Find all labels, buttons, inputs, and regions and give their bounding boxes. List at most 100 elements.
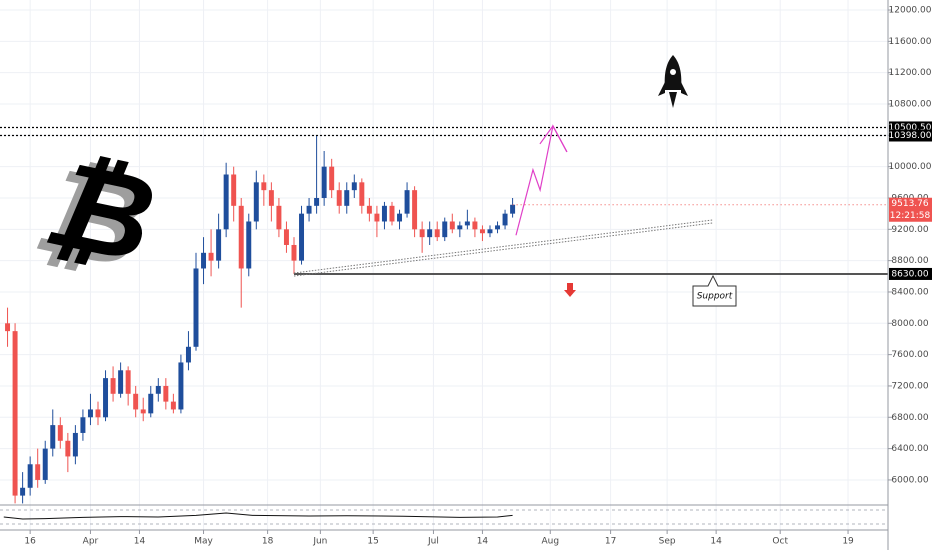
candle-body	[238, 205, 244, 269]
candle-body	[381, 205, 387, 222]
y-tick-label: 8800.00	[891, 256, 928, 266]
candle-body	[42, 448, 48, 480]
candle-body	[155, 385, 161, 394]
candle-body	[276, 205, 282, 230]
candle-body	[366, 205, 372, 214]
candle-body	[502, 213, 508, 226]
candle-body	[419, 229, 425, 238]
candle-body	[35, 464, 41, 480]
candle-body	[5, 323, 11, 332]
y-tick-label: 7200.00	[891, 381, 928, 391]
candle-body	[442, 221, 448, 238]
price-pane: ₿₿Support	[0, 124, 888, 504]
candle-body	[201, 252, 207, 269]
candle-body	[261, 182, 267, 191]
candle-body	[80, 417, 86, 433]
y-tick-label: 8400.00	[891, 287, 928, 297]
x-tick-label: 19	[842, 537, 854, 547]
candle-body	[306, 205, 312, 214]
x-tick-label: Apr	[83, 537, 99, 547]
y-tick-label: 6000.00	[891, 475, 928, 485]
x-tick-label: Sep	[659, 537, 676, 547]
x-tick-label: 17	[605, 537, 616, 547]
candle-body	[246, 221, 252, 269]
candle-body	[427, 229, 433, 238]
candle-body	[472, 221, 478, 230]
rsi-pane	[3, 512, 513, 520]
y-tick-label: 8000.00	[891, 319, 928, 329]
candle-body	[133, 393, 139, 410]
callout	[692, 274, 737, 307]
x-tick-label: May	[194, 537, 213, 547]
candle-body	[344, 190, 350, 206]
rocket-icon	[658, 55, 688, 108]
candle-body	[57, 425, 63, 441]
candle-body	[299, 213, 305, 261]
candle-body	[412, 190, 418, 230]
candle-body	[193, 268, 199, 347]
candle-body	[314, 197, 320, 206]
trendline	[293, 222, 713, 277]
candle-body	[216, 229, 222, 261]
down-arrow	[564, 283, 576, 297]
last-price-tag	[889, 197, 932, 222]
x-tick-label: Aug	[541, 537, 559, 547]
candle-body	[27, 464, 33, 488]
x-tick-label: Oct	[772, 537, 788, 547]
candle-body	[87, 409, 93, 418]
candle-body	[457, 225, 463, 230]
x-tick-label: 16	[24, 537, 36, 547]
candle-body	[118, 370, 124, 394]
support-tag	[889, 267, 932, 280]
y-tick-label: 11200.00	[889, 68, 932, 78]
candle-body	[389, 205, 395, 222]
projection-arrowhead	[539, 124, 568, 153]
candle-body	[223, 174, 229, 230]
candle-body	[185, 346, 191, 363]
candle-body	[170, 401, 176, 410]
candle-body	[434, 229, 440, 238]
x-tick-label: 14	[477, 537, 489, 547]
candle-body	[336, 190, 342, 206]
candle-body	[140, 409, 146, 414]
candle-body	[374, 213, 380, 222]
level-label: 10500.50	[889, 123, 932, 133]
level-label: 10398.00	[889, 131, 932, 141]
y-tick-label: 6800.00	[891, 413, 928, 423]
callout-text: Support	[697, 292, 733, 302]
candle-body	[208, 252, 214, 261]
x-tick-label: Jun	[312, 537, 327, 547]
candle-body	[178, 362, 184, 410]
y-tick-label: 11600.00	[889, 37, 932, 47]
candle-body	[321, 166, 327, 198]
candle-body	[291, 244, 297, 261]
candle-body	[163, 385, 169, 402]
candle-body	[397, 213, 403, 222]
candle-body	[487, 229, 493, 234]
candle-body	[110, 378, 116, 394]
rsi-line	[3, 512, 513, 520]
y-tick-label: 10000.00	[889, 162, 932, 172]
candle-body	[148, 393, 154, 414]
candle-body	[253, 182, 259, 222]
level-tag	[889, 129, 932, 142]
candle-body	[20, 487, 26, 496]
trendline	[293, 219, 713, 274]
candle-body	[464, 221, 470, 226]
axes: 6000.00 6400.00 6800.00 7200.00 7600.00 8000.…	[24, 6, 932, 547]
candle-body	[103, 378, 109, 418]
candle-body	[510, 204, 516, 214]
candle-body	[65, 440, 71, 457]
candle-body	[50, 425, 56, 449]
candle-body	[72, 432, 78, 457]
support-label: 8630.00	[891, 269, 928, 279]
y-tick-label: 7600.00	[891, 350, 928, 360]
candle-body	[404, 190, 410, 214]
candle-body	[231, 174, 237, 206]
candle-body	[125, 370, 131, 394]
y-tick-label: 10800.00	[889, 100, 932, 110]
candle-body	[359, 182, 365, 206]
candle-body	[283, 229, 289, 245]
y-tick-label: 6400.00	[891, 444, 928, 454]
